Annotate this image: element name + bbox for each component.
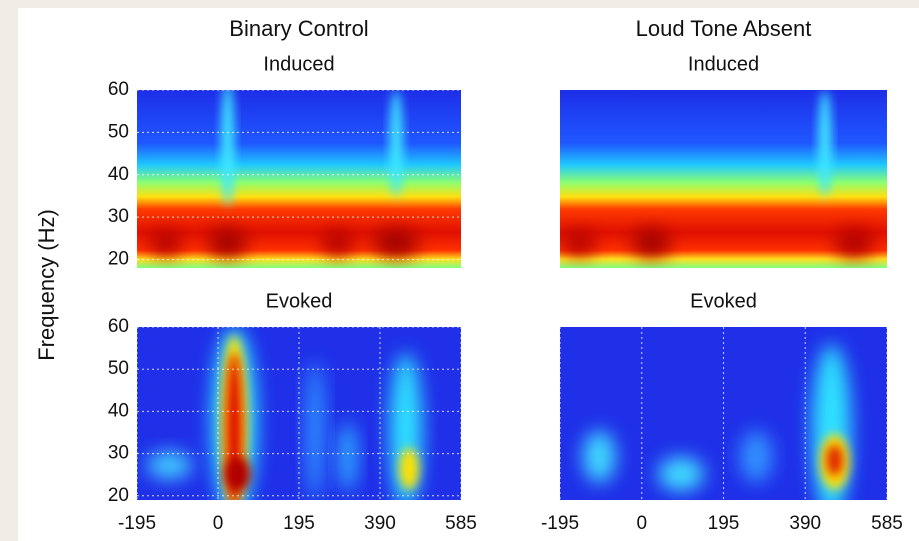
heatmap-blob [811, 344, 852, 500]
heatmap-blob [146, 451, 193, 480]
y-tick-label: 40 [108, 400, 129, 421]
x-tick-label: 0 [636, 513, 647, 534]
y-tick-label: 40 [108, 164, 129, 185]
heatmap-blob [373, 228, 419, 258]
x-tick-label: -195 [541, 513, 579, 534]
heatmap-blob [399, 448, 419, 490]
y-tick-label: 60 [108, 79, 129, 100]
panel-subtitle: Induced [263, 53, 334, 75]
heatmap-background [560, 90, 887, 268]
heatmap-blob [658, 456, 704, 492]
heatmap-blob [563, 230, 596, 256]
heatmap [137, 327, 461, 500]
panel-subtitle: Evoked [266, 290, 333, 312]
x-tick-label: 585 [871, 513, 903, 534]
panel-title: Loud Tone Absent [636, 16, 812, 41]
heatmap-blob [305, 361, 325, 500]
heatmap-blob [389, 90, 403, 197]
x-tick-label: 390 [789, 513, 821, 534]
panel-subtitle: Induced [688, 53, 759, 75]
heatmap-blob [834, 228, 874, 258]
x-tick-label: 195 [708, 513, 740, 534]
heatmap-blob [582, 430, 616, 483]
heatmap [137, 90, 461, 268]
heatmap [560, 90, 887, 268]
heatmap-blob [224, 456, 251, 492]
heatmap-blob [631, 228, 672, 258]
panel-subtitle: Evoked [690, 290, 757, 312]
panel-title: Binary Control [229, 16, 368, 41]
y-tick-label: 20 [108, 485, 129, 506]
heatmap-blob [818, 90, 832, 197]
heatmap-blob [208, 228, 248, 258]
y-tick-label: 60 [108, 316, 129, 337]
y-tick-label: 30 [108, 443, 129, 464]
heatmap-blob [149, 230, 183, 256]
heatmap-blob [826, 444, 843, 476]
x-tick-label: 0 [213, 513, 224, 534]
y-tick-label: 50 [108, 358, 129, 379]
heatmap-blob [337, 422, 358, 492]
x-tick-label: 195 [283, 513, 315, 534]
y-tick-label: 30 [108, 206, 129, 227]
y-axis-label: Frequency (Hz) [34, 209, 59, 361]
x-tick-label: 585 [445, 513, 477, 534]
y-tick-label: 50 [108, 121, 129, 142]
heatmap-blob [321, 230, 355, 256]
heatmap-blob [221, 90, 235, 206]
x-tick-label: -195 [118, 513, 156, 534]
heatmap-blob [739, 430, 773, 483]
y-tick-label: 20 [108, 249, 129, 270]
x-tick-label: 390 [364, 513, 396, 534]
